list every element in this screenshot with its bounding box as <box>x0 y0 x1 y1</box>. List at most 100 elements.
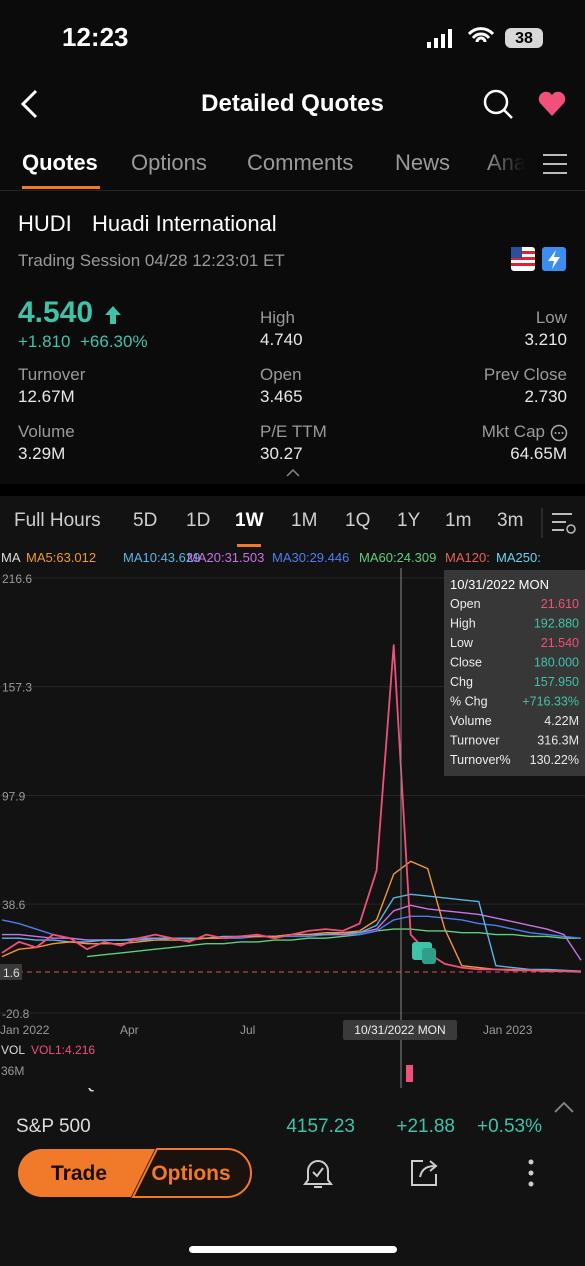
chart-settings[interactable] <box>540 506 580 540</box>
stat-label: Open <box>260 365 302 384</box>
ma-legend-item: MA120: <box>445 550 490 565</box>
price-change: +1.810 <box>18 332 71 351</box>
series-line <box>87 928 581 958</box>
tooltip-box <box>444 570 585 776</box>
last-price: 4.540 <box>18 296 94 329</box>
search-button[interactable] <box>482 88 514 120</box>
stat-label: Mkt Cap <box>481 422 545 441</box>
volume-bar <box>406 1065 413 1082</box>
y-tick-label: 157.3 <box>2 681 32 695</box>
period-option[interactable]: 1Q <box>345 510 371 531</box>
period-option[interactable]: 1Y <box>397 510 421 531</box>
series-line <box>1 644 582 973</box>
period-option[interactable]: 1m <box>445 510 472 531</box>
period-option[interactable]: 3m <box>497 510 524 531</box>
tooltip-label: Turnover% <box>450 753 511 767</box>
tooltip-label: % Chg <box>450 695 488 709</box>
collapse-caret[interactable] <box>285 468 301 478</box>
index-change: +21.88 <box>396 1116 455 1134</box>
stat-value: 3.29M <box>18 444 66 463</box>
tooltip-value: +716.33% <box>522 695 579 709</box>
favorite-button[interactable] <box>537 90 567 118</box>
tab[interactable]: News <box>395 150 451 175</box>
crosshair-date-box <box>343 1020 457 1040</box>
x-tick-label: Apr <box>120 1023 139 1037</box>
up-arrow <box>105 306 121 324</box>
y-tick-label: 97.9 <box>2 790 26 804</box>
stat-value: 3.210 <box>524 330 567 349</box>
period-option[interactable]: 5D <box>133 510 158 531</box>
stat-value: 4.740 <box>260 330 303 349</box>
more-button[interactable] <box>524 1158 538 1188</box>
index-price: 4157.23 <box>286 1116 355 1134</box>
stat-value: 2.730 <box>524 387 567 406</box>
tooltip-value: 21.610 <box>541 597 579 611</box>
symbol: HUDI <box>18 211 72 236</box>
tab[interactable]: Quotes <box>22 150 98 175</box>
period-option[interactable]: 1M <box>291 510 318 531</box>
tooltip-label: Close <box>450 656 482 670</box>
tooltip-value: 21.540 <box>541 636 579 650</box>
tooltip-value: 4.22M <box>544 714 579 728</box>
tooltip-label: Chg <box>450 675 473 689</box>
trade-label: Trade <box>51 1162 107 1185</box>
tooltip-label: Volume <box>450 714 492 728</box>
period-option[interactable]: 1W <box>235 510 264 531</box>
battery-level: 38 <box>515 30 533 47</box>
period-option[interactable]: Full Hours <box>14 510 101 531</box>
tooltip-value: 157.950 <box>534 675 579 689</box>
last-price-badge <box>0 963 22 980</box>
tooltip-label: High <box>450 617 476 631</box>
x-tick-label: Jan 2023 <box>483 1023 533 1037</box>
stat-label: P/E TTM <box>260 422 327 441</box>
stat-value: 64.65M <box>510 444 567 463</box>
expand-caret[interactable] <box>553 1100 575 1114</box>
index-name: S&P 500 <box>16 1116 91 1134</box>
x-tick-label: Jul <box>240 1023 255 1037</box>
ma-legend-item: MA5:63.012 <box>26 550 96 565</box>
info-icon[interactable] <box>550 424 568 442</box>
tooltip-label: Turnover <box>450 734 500 748</box>
volume-title: VOL <box>1 1043 25 1057</box>
ma-legend-item: MA20:31.503 <box>187 550 264 565</box>
ma-legend-item: MA10:43.629 <box>123 550 200 565</box>
tab-menu[interactable] <box>541 152 569 176</box>
y-tick-label: 216.6 <box>2 572 32 586</box>
home-indicator <box>189 1246 397 1253</box>
trade-buttons: Trade Options <box>18 1148 252 1198</box>
x-tick-label: Jan 2022 <box>0 1023 50 1037</box>
earnings-badge <box>422 948 436 964</box>
divider <box>0 190 585 191</box>
price-change-pct: +66.30% <box>80 332 148 351</box>
stat-value: 30.27 <box>260 444 303 463</box>
tooltip-value: 130.22% <box>530 753 579 767</box>
section-gap <box>0 484 585 496</box>
index-change: +22.75 <box>396 1088 455 1094</box>
tooltip-value: 192.880 <box>534 617 579 631</box>
tab[interactable]: Comments <box>247 150 354 175</box>
trade-button[interactable] <box>18 1149 155 1197</box>
ma-legend-item: MA60:24.309 <box>359 550 436 565</box>
status-time: 12:23 <box>62 22 129 52</box>
index-clip: NASDAQ 12184.78 +22.75 +0.19% S&P 500 4157.23… <box>0 1088 585 1134</box>
period-option[interactable]: 1D <box>186 510 211 531</box>
share-button[interactable] <box>409 1158 439 1188</box>
alert-button[interactable] <box>302 1156 334 1190</box>
tooltip-value: 180.000 <box>534 656 579 670</box>
tooltip-label: Open <box>450 597 481 611</box>
options-button[interactable] <box>131 1148 252 1198</box>
stat-value: 12.67M <box>18 387 75 406</box>
tooltip-date: 10/31/2022 MON <box>450 577 549 592</box>
tab[interactable]: Options <box>131 150 207 175</box>
ma-legend-item: MA250: <box>496 550 541 565</box>
period-indicator <box>237 544 261 547</box>
stat-label: Volume <box>18 422 75 441</box>
tooltip: 10/31/2022 MON Open 21.610 High 192.880 Low 21… <box>444 570 585 776</box>
header-title: Detailed Quotes <box>201 90 384 117</box>
last-price-label: 1.6 <box>3 966 20 980</box>
tooltip-label: Low <box>450 636 474 650</box>
tooltip-value: 316.3M <box>537 734 579 748</box>
status-icons: 38 <box>427 27 543 48</box>
back-button[interactable] <box>16 88 46 120</box>
stat-label: Prev Close <box>483 365 567 384</box>
